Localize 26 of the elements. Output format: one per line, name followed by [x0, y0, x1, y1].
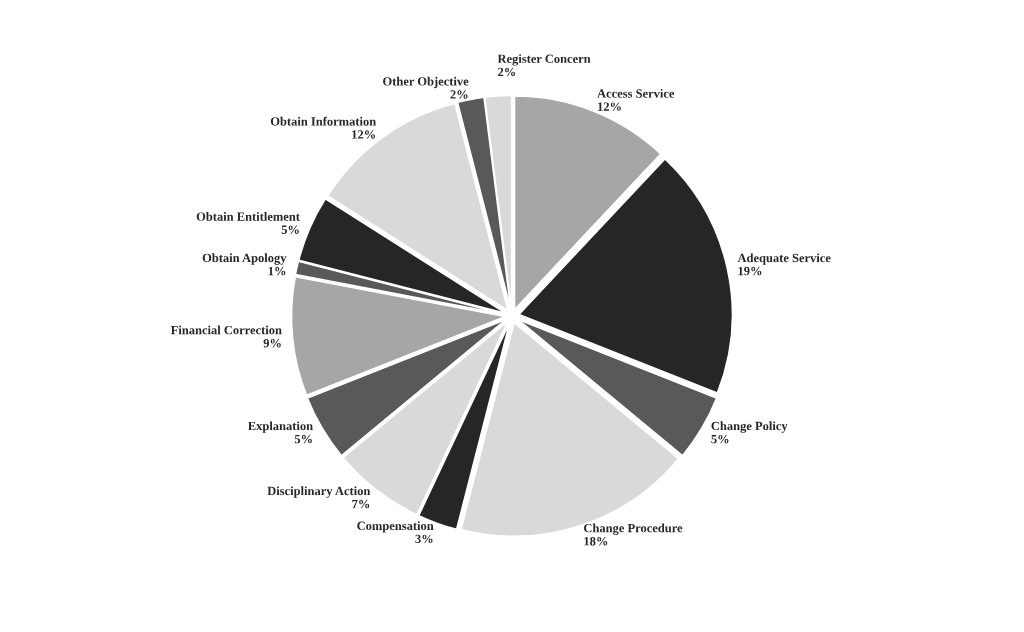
slice-label: Change Procedure [584, 523, 683, 535]
slice-label: Obtain Entitlement [196, 212, 300, 221]
data-label: 18% [584, 537, 608, 546]
slice-label: Compensation [357, 521, 434, 533]
data-label: 3% [415, 534, 433, 544]
slice-label: Explanation [248, 421, 313, 433]
data-label: 12% [598, 102, 621, 111]
slice-label: Obtain Apology [202, 253, 287, 265]
slice-label: Access Service [597, 88, 675, 98]
data-label: 9% [263, 338, 281, 348]
slice-label: Obtain Information [270, 116, 376, 126]
data-label: 5% [294, 434, 312, 444]
data-label: 1% [268, 266, 286, 276]
slice-label: Adequate Service [737, 253, 831, 265]
data-label: 5% [281, 225, 299, 234]
slice-label: Other Objective [383, 76, 469, 89]
slice-label: Financial Correction [170, 325, 282, 335]
data-label: 2% [498, 67, 516, 77]
data-label: 19% [738, 266, 762, 276]
data-label: 12% [352, 130, 376, 139]
data-label: 5% [711, 434, 729, 444]
slice-label: Change Policy [711, 421, 788, 433]
data-label: 2% [450, 90, 468, 99]
slice-label: Disciplinary Action [267, 486, 371, 498]
data-label: 7% [352, 499, 370, 509]
slice-label: Register Concern [497, 54, 591, 66]
